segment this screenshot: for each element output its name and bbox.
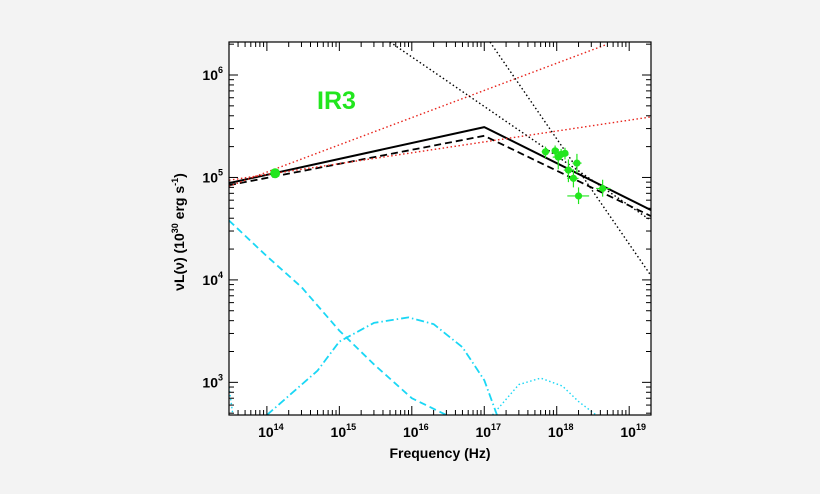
series-line-4 — [229, 116, 651, 181]
y-tick-label: 104 — [202, 270, 223, 288]
x-tick-label: 1016 — [403, 422, 429, 440]
x-tick-label-exp: 17 — [491, 422, 501, 432]
data-point-3 — [551, 147, 559, 155]
y-axis-title: νL(ν) (1030 erg s-1) — [170, 173, 187, 291]
series-line-9 — [491, 377, 597, 415]
x-tick-label: 1014 — [258, 422, 284, 440]
x-axis-title: Frequency (Hz) — [389, 445, 490, 461]
data-point-8 — [573, 159, 581, 167]
x-tick-label: 1018 — [548, 422, 574, 440]
y-tick-label-base: 10 — [202, 67, 218, 83]
x-tick-label-exp: 19 — [636, 422, 646, 432]
x-tick-label-base: 10 — [548, 424, 564, 440]
y-tick-label: 103 — [202, 372, 223, 390]
y-axis-title-main: νL(ν) (10 — [171, 233, 187, 291]
data-point-6 — [554, 153, 562, 161]
series-line-10 — [229, 386, 234, 415]
data-point-5 — [561, 149, 569, 157]
series-line-3 — [229, 43, 608, 187]
series-line-5 — [389, 42, 651, 222]
plot-background — [229, 42, 651, 415]
y-tick-label: 105 — [202, 167, 223, 185]
y-tick-label-exp: 4 — [218, 270, 223, 280]
series-line-7 — [229, 219, 447, 415]
series-line-8 — [266, 316, 498, 415]
y-tick-label-exp: 3 — [218, 372, 223, 382]
y-axis-title-close: ) — [171, 173, 187, 178]
series-line-6 — [489, 42, 651, 277]
y-tick-label: 106 — [202, 65, 223, 83]
x-tick-label-base: 10 — [620, 424, 636, 440]
plot-frame — [228, 41, 652, 416]
x-tick-label-base: 10 — [258, 424, 274, 440]
y-tick-label-exp: 5 — [218, 167, 223, 177]
x-tick-label-exp: 16 — [419, 422, 429, 432]
data-point-7 — [564, 166, 573, 174]
data-point-1 — [270, 168, 281, 179]
x-tick-labels: 1014 1015 1016 1017 1018 1019 — [258, 422, 646, 440]
x-tick-label-exp: 18 — [564, 422, 574, 432]
x-tick-label-base: 10 — [475, 424, 491, 440]
y-tick-label-exp: 6 — [218, 65, 223, 75]
x-tick-label-base: 10 — [403, 424, 419, 440]
y-tick-label-base: 10 — [202, 169, 218, 185]
x-tick-label-exp: 15 — [346, 422, 356, 432]
data-point-9 — [569, 174, 578, 182]
data-point-11 — [574, 192, 583, 200]
y-axis-title-unit: erg s — [171, 186, 187, 224]
y-axis-title-exp: 30 — [170, 223, 180, 233]
x-tick-label: 1017 — [475, 422, 501, 440]
data-point-2 — [541, 148, 550, 156]
annotation-label: IR3 — [317, 87, 356, 115]
ticks-layer — [228, 42, 652, 415]
x-tick-label: 1019 — [620, 422, 646, 440]
data-points-layer — [270, 145, 611, 205]
series-layer — [229, 42, 651, 415]
data-point-10 — [599, 184, 607, 193]
y-tick-label-base: 10 — [202, 374, 218, 390]
x-tick-label: 1015 — [331, 422, 357, 440]
x-tick-label-base: 10 — [331, 424, 347, 440]
y-axis-title-unit-exp: -1 — [170, 178, 180, 186]
y-tick-label-base: 10 — [202, 272, 218, 288]
x-tick-label-exp: 14 — [274, 422, 284, 432]
